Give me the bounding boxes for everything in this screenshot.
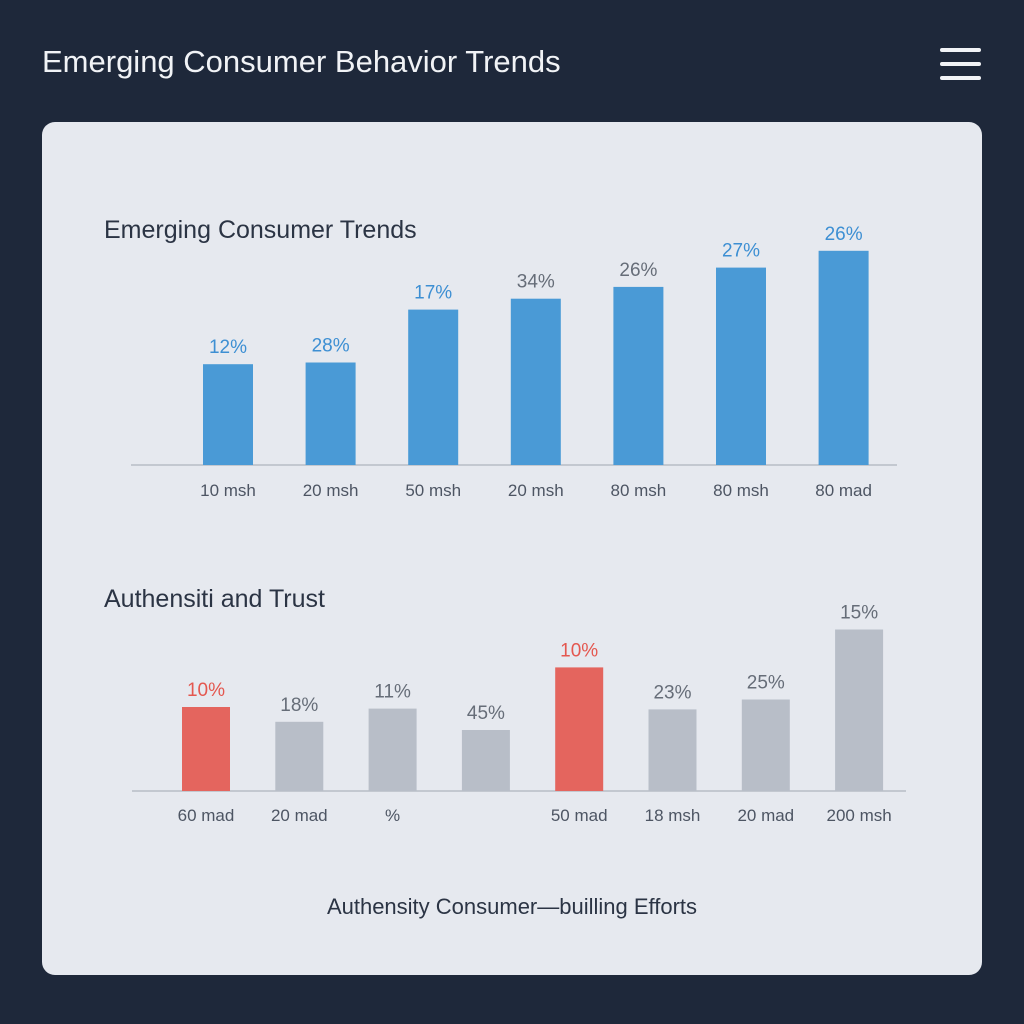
x-tick-label: 80 msh — [713, 481, 769, 500]
data-label: 25% — [747, 673, 785, 694]
data-label: 10% — [187, 680, 225, 701]
x-tick-label: 10 msh — [200, 481, 256, 500]
x-tick-label: 200 msh — [826, 806, 891, 825]
bar[interactable] — [835, 629, 884, 792]
bar[interactable] — [305, 362, 356, 466]
data-label: 15% — [840, 603, 878, 624]
data-label: 17% — [414, 283, 452, 304]
bar[interactable] — [741, 699, 790, 792]
data-label: 26% — [825, 224, 863, 245]
x-tick-label: 50 mad — [551, 806, 608, 825]
data-label: 26% — [619, 260, 657, 281]
data-label: 18% — [280, 695, 318, 716]
x-tick-label: 50 msh — [405, 481, 461, 500]
x-tick-label: 80 msh — [611, 481, 667, 500]
hamburger-menu-icon[interactable] — [940, 48, 982, 80]
chart-caption: Authensity Consumer—builling Efforts — [326, 894, 698, 919]
app-header: Emerging Consumer Behavior Trends — [0, 0, 1024, 122]
bar[interactable] — [275, 721, 324, 791]
bar[interactable] — [182, 707, 230, 791]
data-label: 27% — [722, 241, 760, 262]
bar[interactable] — [368, 708, 417, 791]
data-label: 12% — [209, 337, 247, 358]
bar[interactable] — [408, 309, 459, 465]
x-tick-label: 20 mad — [271, 806, 328, 825]
data-label: 45% — [467, 703, 505, 724]
x-tick-label: 20 mad — [737, 806, 794, 825]
bar[interactable] — [648, 709, 697, 791]
chart-authenticity-and-trust: Authensiti and Trust 10% 60 mad 18% 20 mad 1… — [104, 585, 906, 825]
x-tick-label: 18 msh — [645, 806, 701, 825]
bar[interactable] — [716, 267, 766, 465]
chart-title: Authensiti and Trust — [104, 585, 325, 613]
chart-title: Emerging Consumer Trends — [104, 216, 417, 244]
bar[interactable] — [461, 730, 510, 791]
app-title: Emerging Consumer Behavior Trends — [42, 44, 561, 79]
data-label: 11% — [374, 682, 411, 703]
x-tick-label: 80 mad — [815, 481, 872, 500]
bar[interactable] — [510, 298, 561, 465]
x-tick-label: 20 msh — [508, 481, 564, 500]
data-label: 34% — [517, 272, 555, 293]
data-label: 23% — [653, 682, 691, 703]
bar[interactable] — [818, 250, 869, 465]
data-label: 10% — [560, 640, 598, 661]
x-tick-label: 60 mad — [178, 806, 235, 825]
x-tick-label: 20 msh — [303, 481, 359, 500]
x-tick-label: % — [385, 806, 400, 825]
chart-emerging-consumer-trends: Emerging Consumer Trends 12% 10 msh 28% 20 … — [104, 216, 897, 500]
bar[interactable] — [555, 667, 604, 791]
bar[interactable] — [613, 286, 664, 465]
data-label: 28% — [312, 336, 350, 357]
bar[interactable] — [203, 364, 253, 465]
